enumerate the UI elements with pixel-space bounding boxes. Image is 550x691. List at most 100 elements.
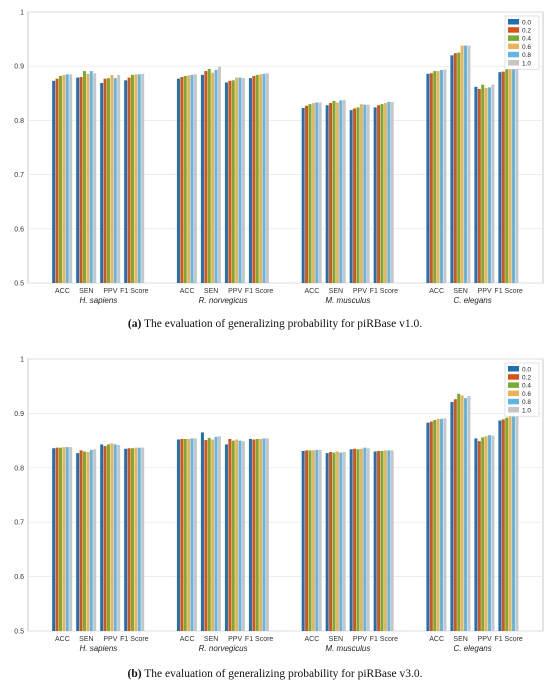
bar (426, 422, 430, 631)
bar (436, 418, 440, 631)
category-label: SEN (204, 288, 218, 295)
bar (79, 450, 83, 631)
bar (366, 104, 370, 283)
bar (460, 395, 464, 631)
bar (467, 45, 471, 283)
bar (356, 107, 360, 283)
bar (235, 439, 239, 631)
bar (82, 71, 86, 283)
bar (305, 105, 309, 284)
category-label: F1 Score (370, 636, 399, 643)
bar (204, 71, 208, 283)
bar (241, 441, 245, 631)
group-label: M. musculus (325, 644, 370, 653)
category-label: ACC (55, 636, 70, 643)
y-tick-label: 0.7 (14, 172, 24, 179)
bar (52, 448, 56, 631)
legend-swatch (508, 407, 519, 413)
legend-swatch (508, 35, 519, 41)
bar (383, 450, 387, 631)
bar (481, 84, 485, 284)
legend-swatch (508, 366, 519, 372)
bar (200, 432, 204, 631)
bar (238, 440, 242, 631)
bar (390, 101, 394, 283)
category-label: PPV (228, 636, 242, 643)
category-label: PPV (103, 288, 117, 295)
bar (207, 437, 211, 631)
y-tick-label: 0.8 (14, 118, 24, 125)
bar (505, 68, 509, 283)
bar (484, 436, 488, 631)
bar (515, 67, 519, 283)
bar (207, 68, 211, 283)
bar (363, 447, 367, 631)
category-label: F1 Score (494, 636, 523, 643)
bar (190, 438, 194, 631)
bar (255, 438, 259, 631)
legend-swatch (508, 43, 519, 50)
y-tick-label: 0.6 (14, 226, 24, 233)
bar (474, 438, 478, 631)
bar (238, 77, 242, 283)
category-label: SEN (79, 636, 93, 643)
bar (359, 104, 363, 283)
legend-swatch (508, 390, 519, 397)
bar (390, 450, 394, 631)
bar (187, 75, 191, 283)
bar (193, 74, 197, 283)
bar (505, 417, 509, 631)
legend-swatch (508, 19, 519, 25)
category-label: F1 Score (120, 636, 149, 643)
bar (224, 82, 228, 284)
bar (100, 444, 104, 631)
category-label: ACC (429, 288, 444, 295)
bar (329, 103, 333, 283)
category-label: ACC (180, 288, 195, 295)
bar (248, 438, 252, 631)
category-label: F1 Score (245, 288, 274, 295)
category-label: SEN (329, 288, 343, 295)
legend-label: 0.6 (522, 44, 531, 51)
legend-swatch (508, 398, 519, 405)
legend-swatch (508, 51, 519, 58)
bar (241, 78, 245, 284)
bar (387, 450, 391, 631)
bar (137, 447, 141, 631)
caption-a-tag: (a) (127, 318, 142, 330)
bar (137, 74, 141, 283)
bar (180, 438, 184, 631)
bar (106, 444, 110, 631)
bar (464, 45, 468, 283)
bar (377, 105, 381, 283)
bar (103, 446, 107, 631)
bar (127, 77, 131, 283)
legend-label: 0.8 (522, 399, 531, 406)
bar (255, 74, 259, 283)
category-label: F1 Score (245, 636, 274, 643)
bar (311, 103, 315, 283)
bar (124, 448, 128, 631)
category-label: SEN (453, 636, 467, 643)
bar (193, 438, 197, 631)
bar (124, 80, 128, 284)
group-label: H. sapiens (79, 644, 117, 653)
bar (450, 401, 454, 631)
bar (214, 436, 218, 631)
bar (262, 73, 266, 284)
bar (488, 435, 492, 631)
bar (183, 75, 187, 284)
bar (433, 71, 437, 283)
bar (308, 104, 312, 283)
bar (217, 66, 221, 283)
legend-label: 1.0 (522, 407, 531, 414)
legend-label: 0.6 (522, 391, 531, 398)
bar (127, 448, 131, 631)
bar (235, 77, 239, 283)
bar (380, 450, 384, 631)
bar (429, 73, 433, 283)
legend-label: 0.4 (522, 383, 531, 390)
category-label: SEN (204, 636, 218, 643)
bar (62, 447, 66, 631)
